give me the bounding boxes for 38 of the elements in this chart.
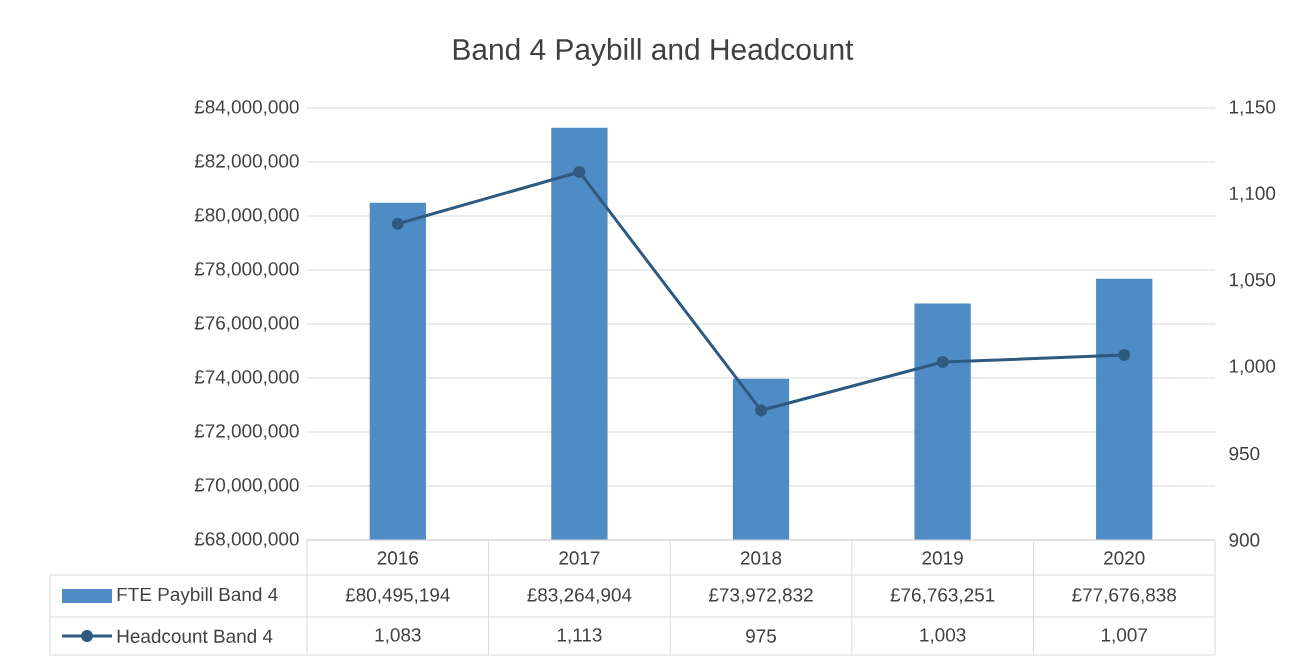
data-label: 1,007 (1101, 628, 1147, 644)
point (1118, 349, 1131, 362)
legend-label: Headcount Band 4 (117, 629, 273, 643)
y-tick-label: £78,000,000 (194, 262, 299, 278)
y-tick-label: £70,000,000 (194, 478, 299, 494)
x-tick-label: 2017 (559, 551, 600, 565)
data-label: 1,003 (920, 628, 966, 644)
data-label: £76,763,251 (890, 588, 995, 604)
data-label: £83,264,904 (527, 588, 632, 604)
y-tick-label: £76,000,000 (194, 316, 299, 332)
y-tick-label: £82,000,000 (194, 154, 299, 170)
y-tick-label: £68,000,000 (194, 532, 299, 548)
y2-tick-label: 1,100 (1229, 186, 1276, 203)
y-tick-label: £80,000,000 (194, 208, 299, 224)
y-tick-label: £84,000,000 (194, 100, 299, 116)
data-label: 1,113 (557, 628, 602, 644)
y-tick-label: £72,000,000 (194, 424, 299, 440)
point (936, 356, 949, 369)
legend-label: FTE Paybill Band 4 (117, 587, 278, 605)
data-label: £80,495,194 (345, 588, 450, 604)
x-tick-label: 2020 (1104, 551, 1145, 565)
point (391, 217, 404, 230)
data-label: 975 (746, 629, 776, 643)
x-tick-label: 2016 (377, 551, 419, 565)
data-label: £77,676,838 (1072, 588, 1176, 604)
y2-tick-label: 1,050 (1229, 272, 1276, 289)
data-label: £73,972,832 (708, 588, 813, 604)
chart-title: Band 4 Paybill and Headcount (453, 38, 854, 66)
y2-tick-label: 900 (1229, 533, 1260, 547)
x-tick-label: 2018 (740, 551, 782, 565)
data-label: 1,083 (375, 628, 421, 644)
y-tick-label: £74,000,000 (194, 370, 299, 386)
x-tick-label: 2019 (922, 551, 963, 565)
point (755, 404, 768, 417)
y2-tick-label: 1,000 (1229, 359, 1276, 376)
point (573, 165, 586, 178)
y2-tick-label: 950 (1229, 446, 1260, 461)
y2-tick-label: 1,150 (1229, 100, 1276, 116)
